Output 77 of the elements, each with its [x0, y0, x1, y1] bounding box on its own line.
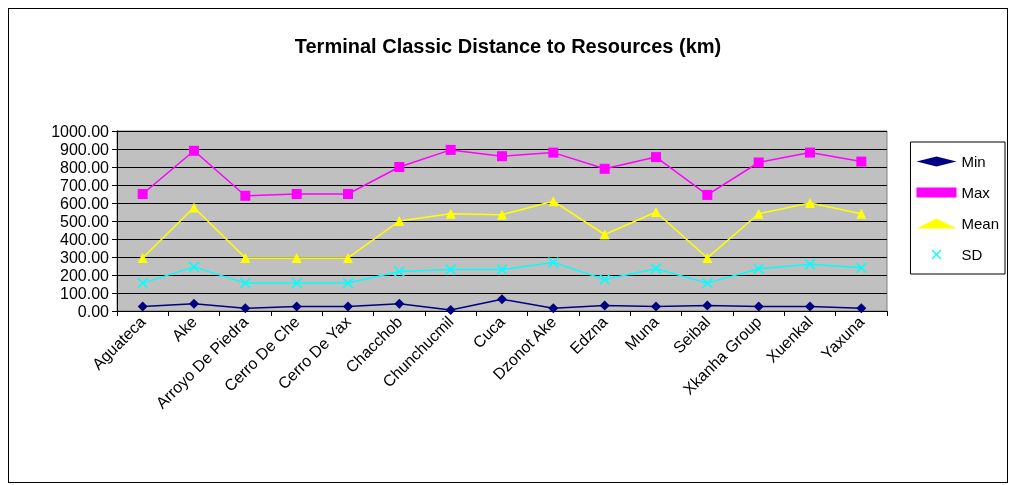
point [753, 301, 764, 312]
y-tick-label: 800.00 [60, 158, 110, 176]
legend-label: SD [961, 246, 983, 263]
point [445, 264, 457, 276]
point [753, 263, 765, 275]
point [189, 298, 199, 309]
point [651, 207, 661, 217]
point [548, 303, 559, 314]
point [343, 252, 353, 263]
y-tick-label: 900.00 [60, 140, 110, 158]
legend-label: Min [961, 153, 986, 170]
point [137, 277, 149, 289]
y-tick-label: 0.00 [77, 302, 110, 320]
point [137, 189, 148, 199]
point [189, 202, 199, 213]
point [291, 277, 303, 289]
point [805, 198, 815, 208]
point [804, 258, 816, 270]
point [291, 301, 302, 312]
point [650, 263, 662, 275]
point [599, 229, 610, 240]
point [651, 152, 661, 163]
point [291, 252, 302, 263]
y-tick-label: 400.00 [60, 230, 110, 248]
point [445, 208, 456, 219]
point [651, 301, 661, 312]
point [856, 208, 867, 219]
point [548, 196, 559, 207]
y-tick-label: 1000.00 [51, 122, 110, 140]
point [599, 163, 610, 174]
point [599, 274, 611, 285]
point [805, 301, 815, 312]
point [856, 156, 867, 167]
point [240, 303, 251, 314]
point [342, 277, 354, 289]
point [394, 216, 405, 226]
point [188, 261, 200, 273]
point [343, 189, 353, 199]
point [394, 162, 405, 172]
point [496, 264, 508, 276]
legend-label: Mean [961, 215, 1000, 232]
point [240, 190, 251, 201]
x-tick-label: Ake [168, 312, 201, 345]
legend-label: Max [961, 184, 991, 201]
point [855, 262, 867, 274]
point [137, 301, 148, 312]
point [547, 256, 559, 268]
y-tick-label: 100.00 [60, 284, 110, 302]
y-tick-label: 600.00 [60, 194, 110, 212]
point [497, 209, 507, 220]
point [343, 301, 353, 312]
point [497, 294, 507, 305]
y-tick-label: 200.00 [60, 266, 110, 284]
point [445, 144, 456, 155]
point [497, 151, 507, 162]
point [445, 305, 456, 316]
point [702, 300, 713, 311]
point [393, 265, 405, 277]
point [548, 147, 559, 158]
point [753, 157, 764, 168]
point [702, 252, 713, 263]
y-tick-label: 700.00 [60, 176, 110, 194]
point [240, 252, 251, 263]
point [394, 298, 405, 309]
point [805, 147, 815, 158]
point [239, 277, 251, 289]
y-tick-label: 500.00 [60, 212, 110, 230]
point [753, 208, 764, 219]
point [701, 277, 713, 289]
point [189, 145, 199, 156]
point [702, 189, 713, 200]
point [137, 252, 148, 263]
point [291, 189, 302, 199]
chart-title: Terminal Classic Distance to Resources (km) [294, 35, 722, 57]
point [599, 300, 610, 311]
point [856, 303, 867, 314]
y-tick-label: 300.00 [60, 248, 110, 266]
